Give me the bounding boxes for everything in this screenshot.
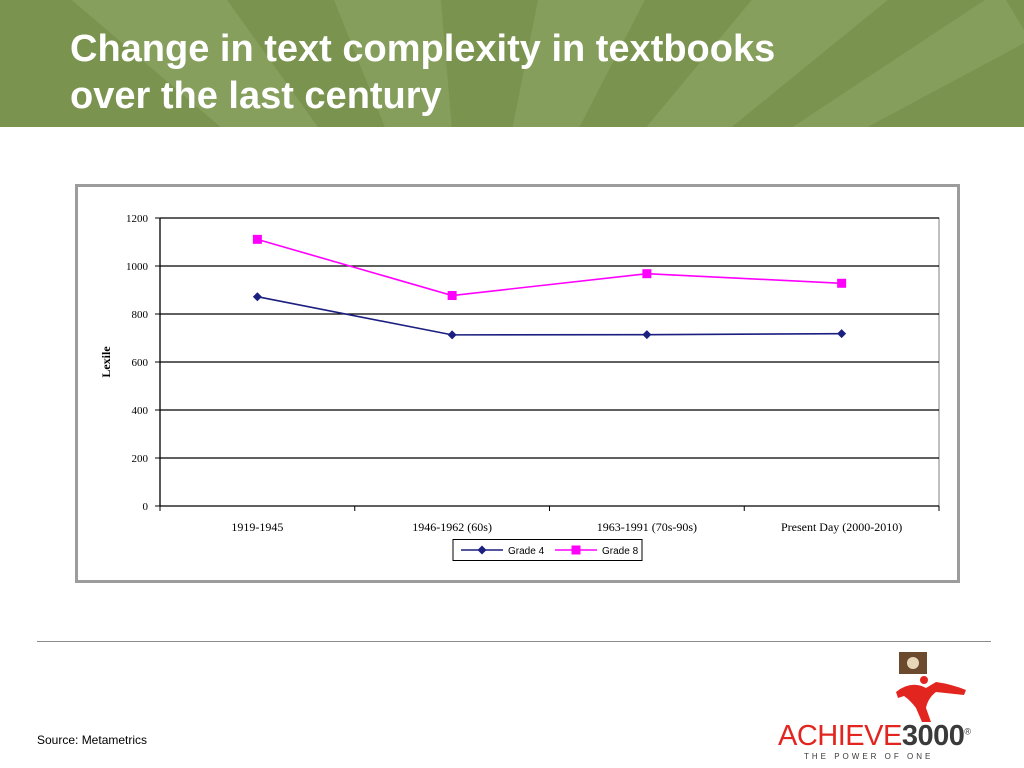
footer-divider <box>37 641 991 642</box>
data-point-grade-4 <box>837 329 847 339</box>
achieve3000-logo: ACHIEVE3000® THE POWER OF ONE <box>776 650 976 762</box>
logo-wordmark: ACHIEVE3000® <box>778 720 971 753</box>
x-tick-label: 1963-1991 (70s-90s) <box>597 520 697 534</box>
slide-title-line-2: over the last century <box>70 75 442 117</box>
data-point-grade-8 <box>642 269 652 279</box>
y-tick-label: 800 <box>132 309 149 321</box>
legend-marker-grade-8 <box>571 545 581 555</box>
logo-word-achieve: ACHIEVE <box>778 720 902 752</box>
logo-word-3000: 3000 <box>901 720 965 752</box>
y-tick-label: 1200 <box>126 213 149 225</box>
chart-frame: 0 200 400 600 800 1000 1200 1919-1945 1946-1962 … <box>75 184 960 583</box>
gymnast-figure-icon <box>896 652 966 722</box>
logo-registered-mark: ® <box>964 726 971 737</box>
title-banner: Change in text complexity in textbooks o… <box>0 0 1024 127</box>
slide-title: Change in text complexity in textbooks o… <box>70 26 970 120</box>
legend-label-grade-8: Grade 8 <box>602 546 639 557</box>
data-point-grade-4 <box>447 330 457 340</box>
data-point-grade-8 <box>252 234 262 244</box>
legend-label-grade-4: Grade 4 <box>508 546 545 557</box>
y-tick-label: 400 <box>132 405 149 417</box>
x-tick-label: 1919-1945 <box>231 520 283 534</box>
data-point-grade-4 <box>252 292 262 302</box>
line-chart: 0 200 400 600 800 1000 1200 1919-1945 1946-1962 … <box>99 213 940 561</box>
y-tick-label: 0 <box>143 501 149 513</box>
y-axis-label: Lexile <box>99 346 113 378</box>
logo-tagline: THE POWER OF ONE <box>804 752 934 761</box>
source-note: Source: Metametrics <box>37 733 148 747</box>
y-tick-label: 200 <box>132 453 149 465</box>
y-tick-label: 1000 <box>126 261 149 273</box>
banner-rays-decoration <box>71 0 1024 127</box>
x-tick-label: 1946-1962 (60s) <box>412 520 492 534</box>
chart-legend: Grade 4 Grade 8 <box>452 539 643 561</box>
data-point-grade-8 <box>837 278 847 288</box>
data-point-grade-4 <box>642 330 652 340</box>
legend-box <box>452 539 643 561</box>
data-point-grade-8 <box>447 291 457 301</box>
y-tick-label: 600 <box>132 357 149 369</box>
slide-title-line-1: Change in text complexity in textbooks <box>70 28 776 70</box>
series-line-grade-8 <box>257 238 842 297</box>
series-line-grade-4 <box>257 295 842 336</box>
legend-marker-grade-4 <box>477 545 487 555</box>
x-tick-label: Present Day (2000-2010) <box>781 520 902 534</box>
